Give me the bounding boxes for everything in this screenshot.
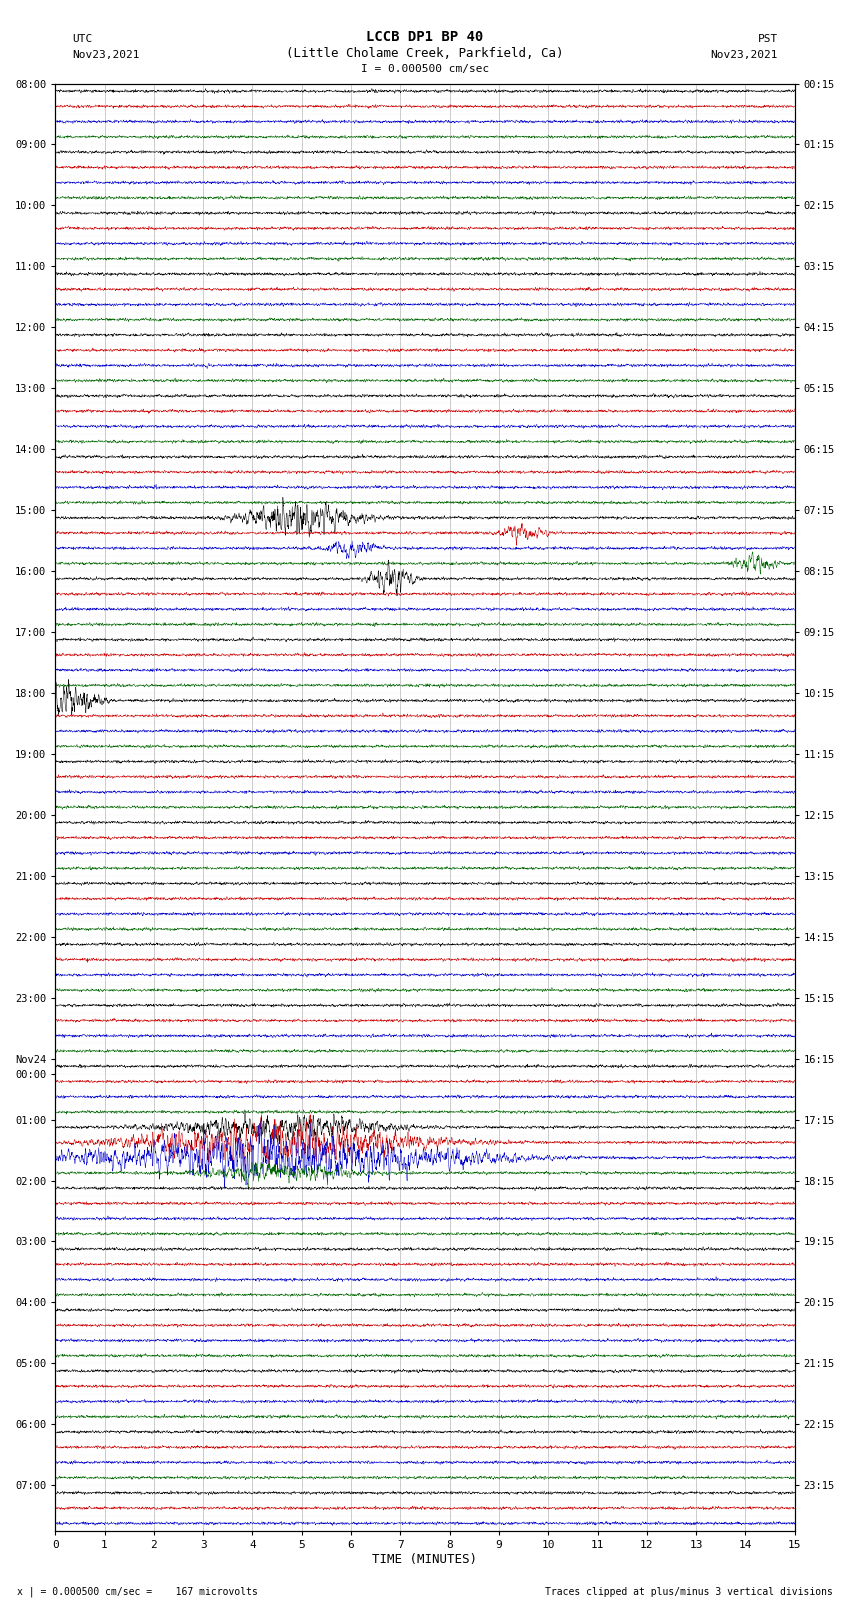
Text: x | = 0.000500 cm/sec =    167 microvolts: x | = 0.000500 cm/sec = 167 microvolts bbox=[17, 1586, 258, 1597]
Text: Nov23,2021: Nov23,2021 bbox=[711, 50, 778, 60]
Text: PST: PST bbox=[757, 34, 778, 44]
X-axis label: TIME (MINUTES): TIME (MINUTES) bbox=[372, 1553, 478, 1566]
Text: UTC: UTC bbox=[72, 34, 93, 44]
Text: (Little Cholame Creek, Parkfield, Ca): (Little Cholame Creek, Parkfield, Ca) bbox=[286, 47, 564, 60]
Text: I = 0.000500 cm/sec: I = 0.000500 cm/sec bbox=[361, 65, 489, 74]
Text: LCCB DP1 BP 40: LCCB DP1 BP 40 bbox=[366, 29, 484, 44]
Text: Nov23,2021: Nov23,2021 bbox=[72, 50, 139, 60]
Text: Traces clipped at plus/minus 3 vertical divisions: Traces clipped at plus/minus 3 vertical … bbox=[545, 1587, 833, 1597]
